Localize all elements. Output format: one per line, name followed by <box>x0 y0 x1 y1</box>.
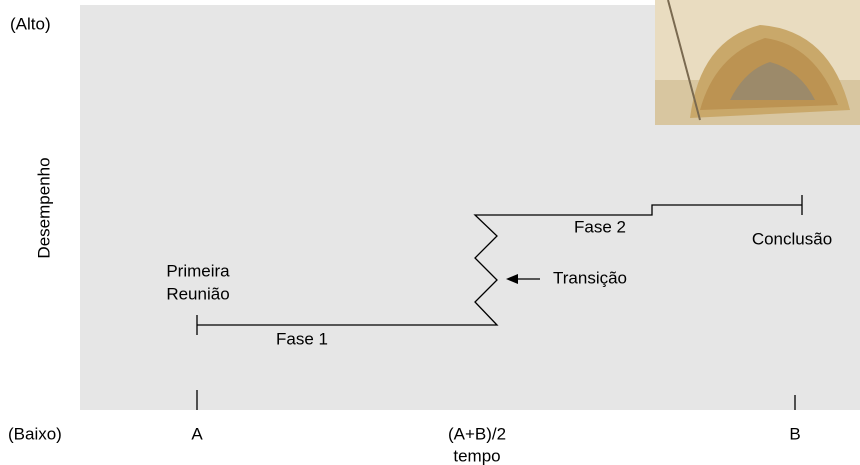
phase-label: Fase 2 <box>574 217 626 236</box>
corner-image <box>655 0 860 125</box>
arrow <box>506 274 540 284</box>
phase-label: Fase 1 <box>276 329 328 348</box>
y-axis-label: Desempenho <box>34 157 53 258</box>
trajectory <box>196 195 803 335</box>
end-label: Conclusão <box>752 229 832 248</box>
x-tick-label: A <box>191 424 203 443</box>
axis-high: (Alto) <box>10 14 51 33</box>
axis-low: (Baixo) <box>8 424 62 443</box>
transition-label: Transição <box>553 268 627 287</box>
x-tick-label: (A+B)/2 <box>448 424 506 443</box>
start-label: Primeira <box>166 261 230 280</box>
x-axis-label: tempo <box>453 446 500 465</box>
start-label: Reunião <box>166 284 229 303</box>
x-tick-label: B <box>789 424 800 443</box>
